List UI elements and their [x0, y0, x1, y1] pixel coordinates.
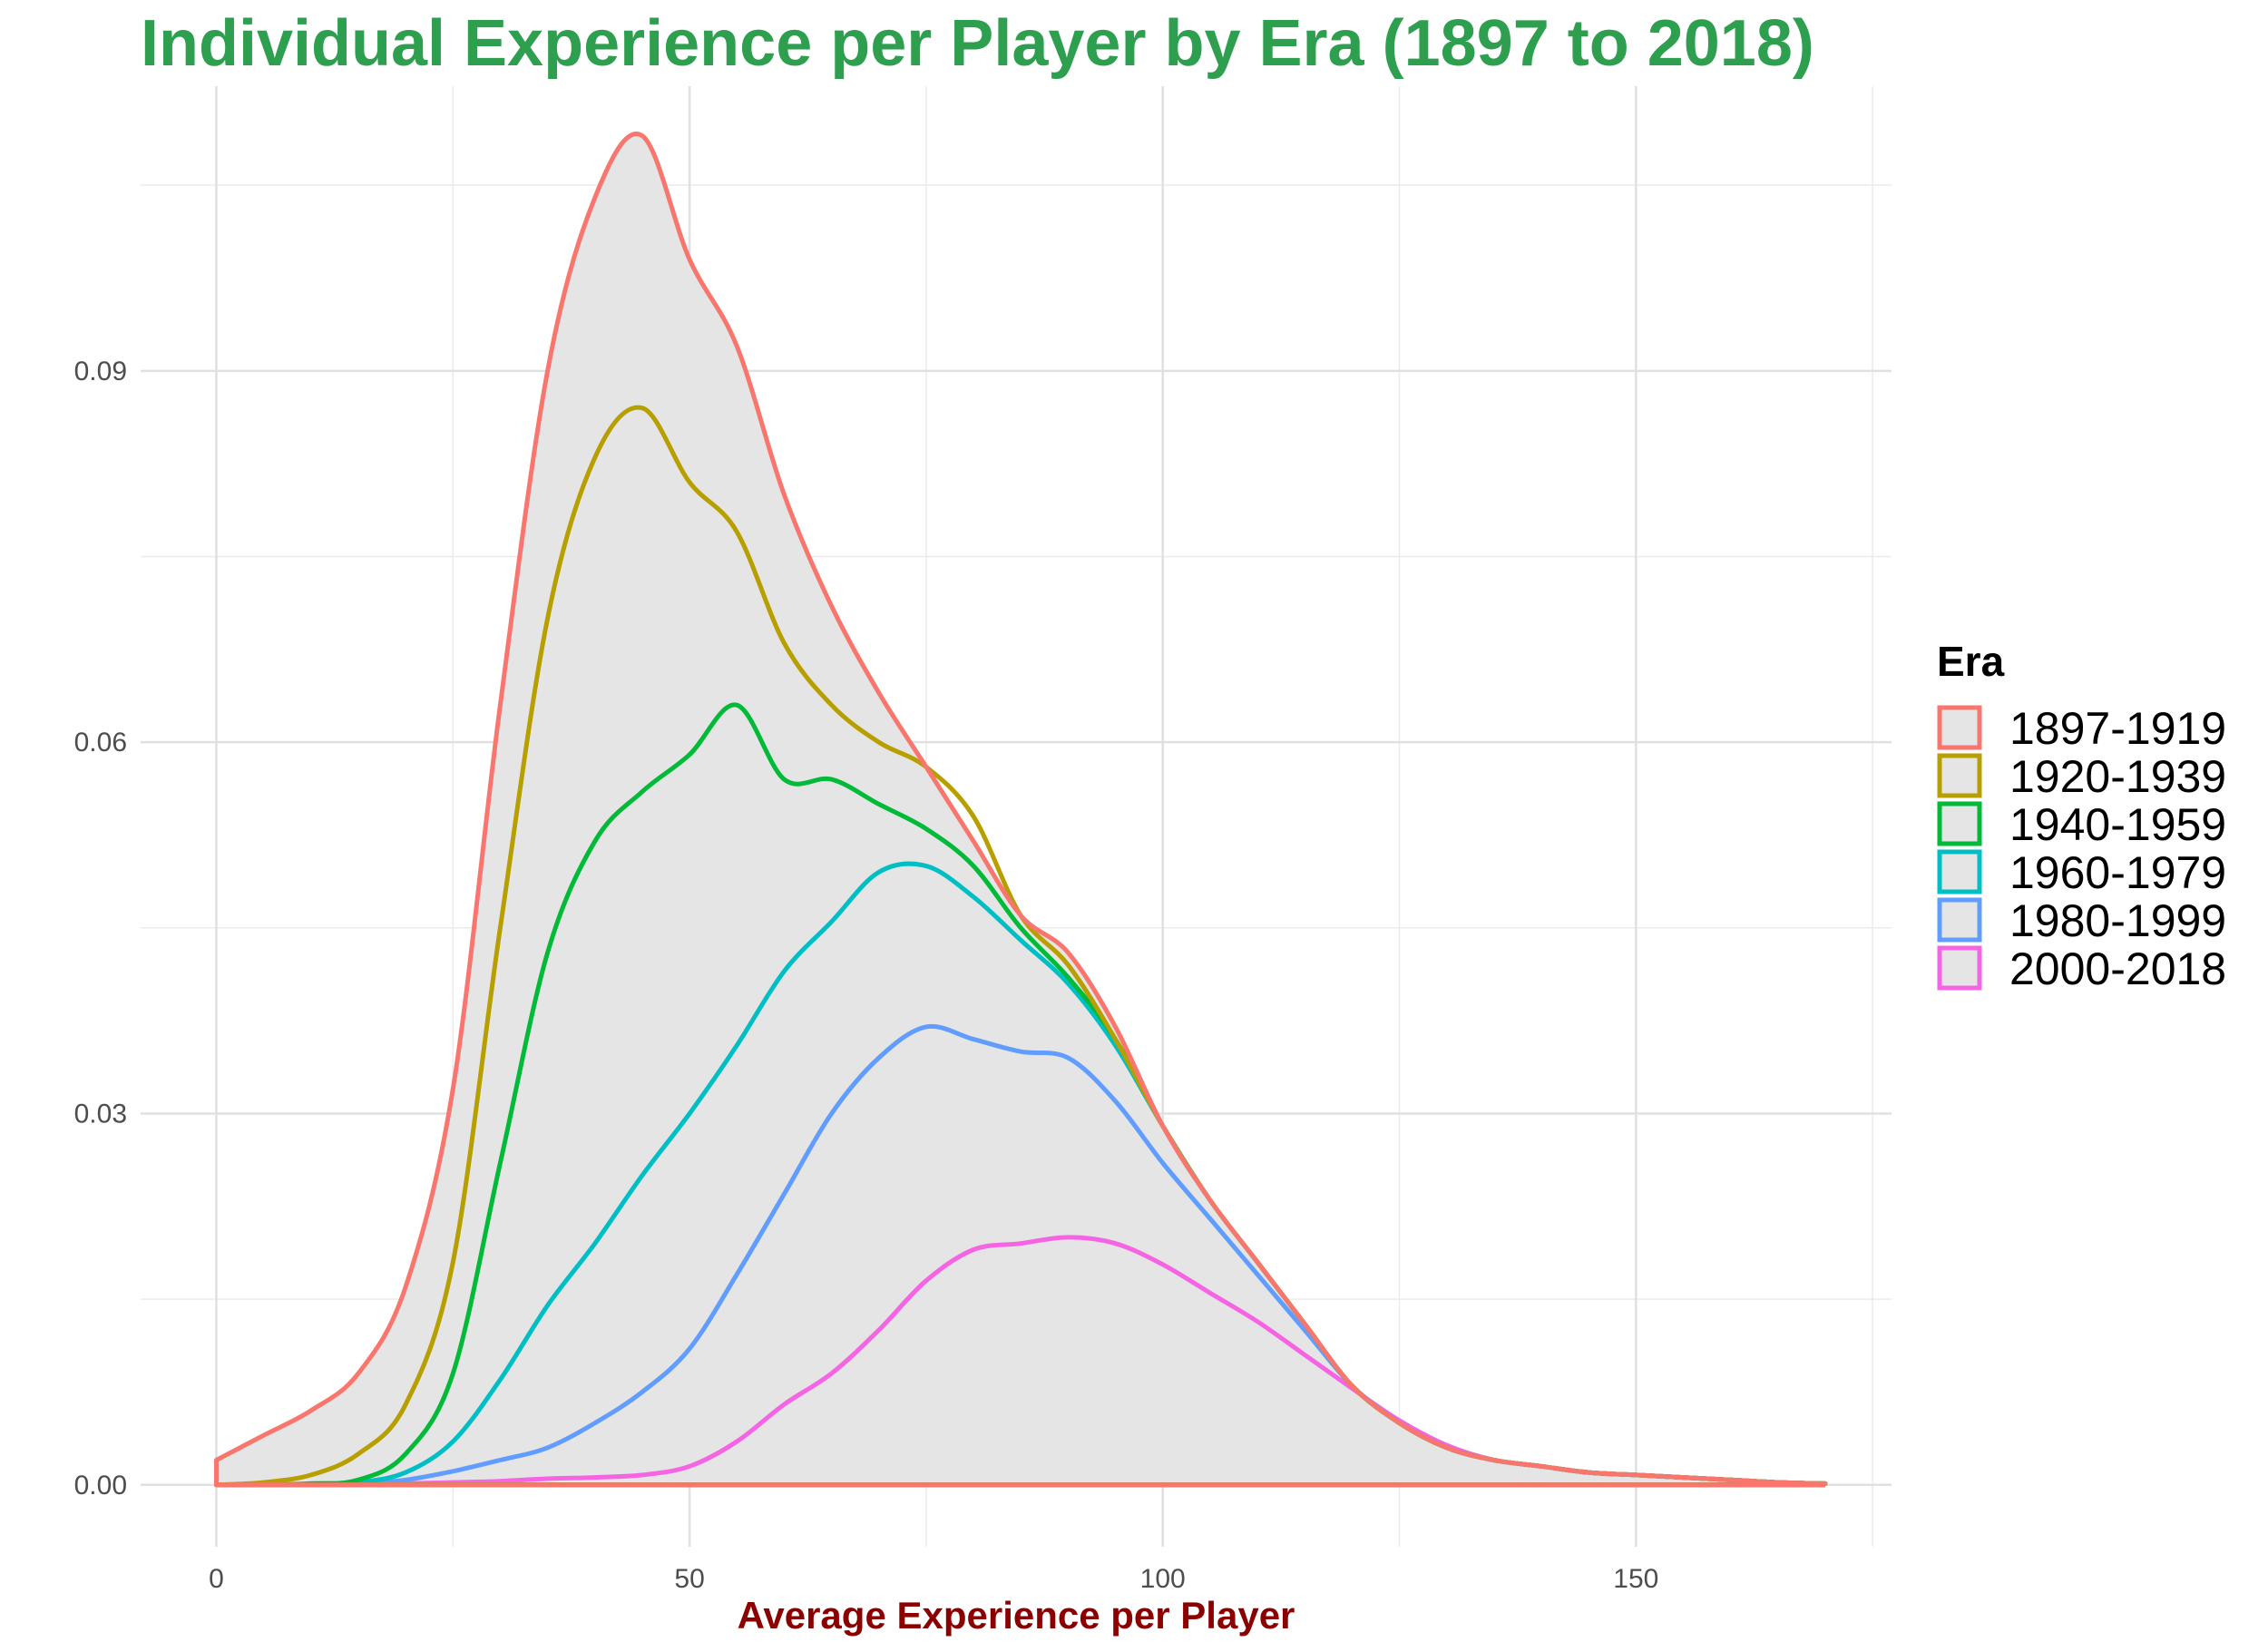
legend-key — [1937, 801, 1982, 846]
legend-label: 1960-1979 — [2009, 847, 2226, 898]
legend-item: 1920-1939 — [1937, 751, 2226, 802]
area-layer — [216, 133, 1825, 1485]
y-tick-label: 0.03 — [74, 1099, 127, 1129]
legend-item: 2000-2018 — [1937, 943, 2226, 994]
area-fill — [216, 133, 1825, 1485]
chart-title: Individual Experience per Player by Era … — [141, 7, 1814, 80]
legend: Era 1897-19191920-19391940-19591960-1979… — [1937, 638, 2226, 994]
legend-key — [1937, 705, 1982, 750]
x-tick-label: 100 — [1140, 1564, 1186, 1594]
y-axis-ticks: 0.00 0.03 0.06 0.09 — [74, 357, 127, 1500]
legend-label: 1940-1959 — [2009, 799, 2226, 850]
legend-item: 1897-1919 — [1937, 703, 2226, 754]
legend-key — [1937, 849, 1982, 894]
y-tick-label: 0.06 — [74, 728, 127, 757]
legend-key — [1937, 753, 1982, 798]
y-tick-label: 0.00 — [74, 1471, 127, 1500]
legend-label: 1897-1919 — [2009, 703, 2226, 754]
x-axis-title: Average Experience per Player — [738, 1594, 1295, 1637]
x-tick-label: 150 — [1613, 1564, 1658, 1594]
series-lines — [214, 132, 1828, 1488]
series-line-1897-1919 — [214, 132, 1828, 1488]
x-tick-label: 50 — [674, 1564, 704, 1594]
x-tick-label: 0 — [209, 1564, 224, 1594]
legend-item: 1960-1979 — [1937, 847, 2226, 898]
legend-key — [1937, 897, 1982, 943]
legend-label: 2000-2018 — [2009, 943, 2226, 994]
legend-item: 1940-1959 — [1937, 799, 2226, 850]
x-axis-ticks: 0 50 100 150 — [209, 1564, 1658, 1594]
legend-label: 1920-1939 — [2009, 751, 2226, 802]
legend-items: 1897-19191920-19391940-19591960-19791980… — [1937, 703, 2226, 994]
legend-key — [1937, 945, 1982, 991]
legend-label: 1980-1999 — [2009, 895, 2226, 946]
y-tick-label: 0.09 — [74, 357, 127, 386]
legend-item: 1980-1999 — [1937, 895, 2226, 946]
legend-title: Era — [1937, 638, 2005, 685]
